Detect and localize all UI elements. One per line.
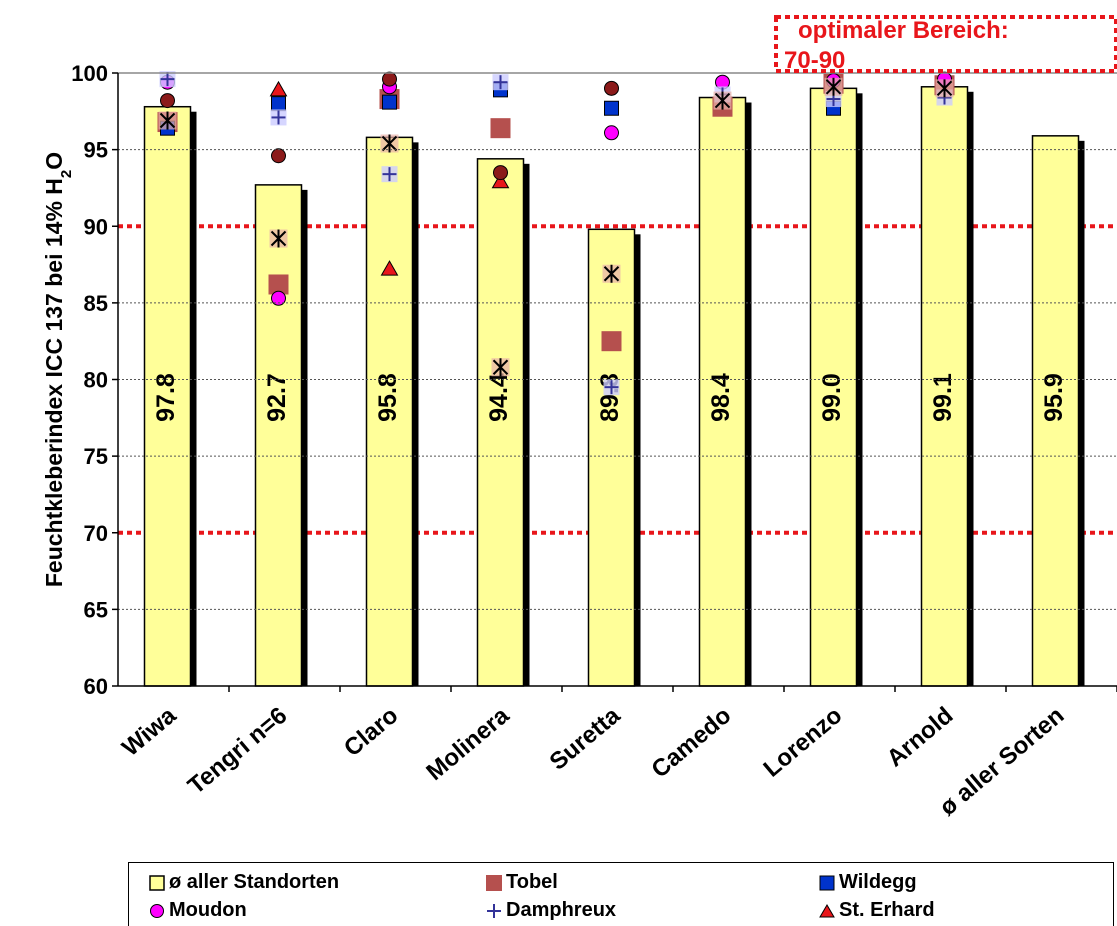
y-tick-label: 60 [84,674,108,699]
marker-asterisk [269,229,288,248]
x-tick-label: Arnold [882,702,959,772]
y-tick-label: 80 [84,368,108,393]
x-tick-label: Claro [339,702,403,762]
marker-plus [381,166,398,183]
marker-square [490,118,511,139]
y-tick-label: 70 [84,521,108,546]
data-points [157,71,955,396]
bar-value-label: 99.1 [929,373,957,422]
marker-asterisk [935,79,954,98]
marker-square [268,274,289,295]
bar [587,228,636,687]
marker-smallsquare [382,94,397,110]
legend-marker [819,903,835,917]
x-tick-label: Tengri n=6 [183,702,292,800]
bar [476,158,525,687]
legend-item: Wildegg [819,871,917,894]
marker-asterisk [824,77,843,96]
bar-value-label: 99.0 [818,373,846,422]
x-tick-label: Camedo [646,702,736,784]
marker-asterisk [491,358,510,377]
legend-label: Damphreux [506,899,617,921]
annotation-box [774,15,1117,73]
marker-plus [159,71,176,88]
y-tick-label: 65 [84,597,108,622]
bar [365,136,414,687]
marker-circle [160,93,175,109]
marker-smallsquare [271,96,286,112]
y-tick-label: 100 [71,61,108,86]
bar-value-label: 98.4 [707,373,735,422]
marker-circle [604,125,619,141]
y-tick-label: 90 [84,214,108,239]
marker-triangle [491,172,510,189]
x-tick-label: Suretta [545,701,626,775]
marker-smallsquare [604,100,619,116]
legend-label: St. Erhard [839,899,935,921]
bar-value-label: 97.8 [152,373,180,422]
legend-marker [819,875,835,890]
bar-value-label: 94.4 [485,373,513,422]
y-axis-label-tail: O [41,152,67,170]
marker-circle [493,165,508,181]
bar [143,105,192,687]
legend-label: ø aller Standorten [169,871,340,893]
marker-plus [603,379,620,396]
marker-asterisk [602,264,621,283]
annotation-line-1: optimaler Bereich: [798,17,1009,44]
marker-circle [604,80,619,96]
marker-circle [271,148,286,164]
x-tick-label: Lorenzo [759,702,848,783]
marker-circle [271,290,286,306]
legend-item: ø aller Standorten [149,871,339,894]
marker-plus [492,74,509,91]
legend-marker [150,903,164,918]
legend-item: Moudon [149,899,247,922]
bar [920,86,969,687]
y-axis-label-subscript: 2 [58,170,75,178]
bars: 97.8 92.7 95.8 94.4 89.8 98.4 99.0 99.1 95.9 [143,86,1085,687]
marker-asterisk [158,111,177,130]
legend-marker [487,903,501,918]
bar [809,87,858,687]
legend-item: St. Erhard [819,899,935,922]
y-axis-label: Feuchtkleberindex ICC 137 bei 14% H2O [41,152,75,587]
annotation-line-2: 70-90 [784,47,845,74]
marker-triangle [269,80,288,97]
bar [698,96,747,687]
bar [254,184,303,687]
legend-label: Moudon [169,899,247,921]
marker-plus [270,109,287,126]
marker-circle [382,71,397,87]
marker-square [601,331,622,352]
marker-triangle [380,260,399,276]
bar-value-label: 92.7 [263,373,291,422]
marker-asterisk [713,91,732,110]
y-tick-label: 75 [84,444,108,469]
marker-asterisk [380,134,399,153]
legend-label: Wildegg [839,871,917,893]
legend: ø aller Standorten Tobel Wildegg Moudon Damp… [128,862,1114,926]
y-tick-label: 95 [84,138,108,163]
bar-value-label: 95.9 [1040,373,1068,422]
legend-marker [149,874,165,891]
y-tick-label: 85 [84,291,108,316]
legend-item: Tobel [486,871,558,894]
bar-value-label: 95.8 [374,373,402,422]
x-tick-label: Wiwa [117,701,182,761]
legend-item: Damphreux [486,899,616,922]
annotation: optimaler Bereich: 70-90 [774,15,1117,74]
legend-marker [486,874,502,891]
legend-label: Tobel [506,871,558,893]
x-tick-label: Molinera [421,701,514,786]
